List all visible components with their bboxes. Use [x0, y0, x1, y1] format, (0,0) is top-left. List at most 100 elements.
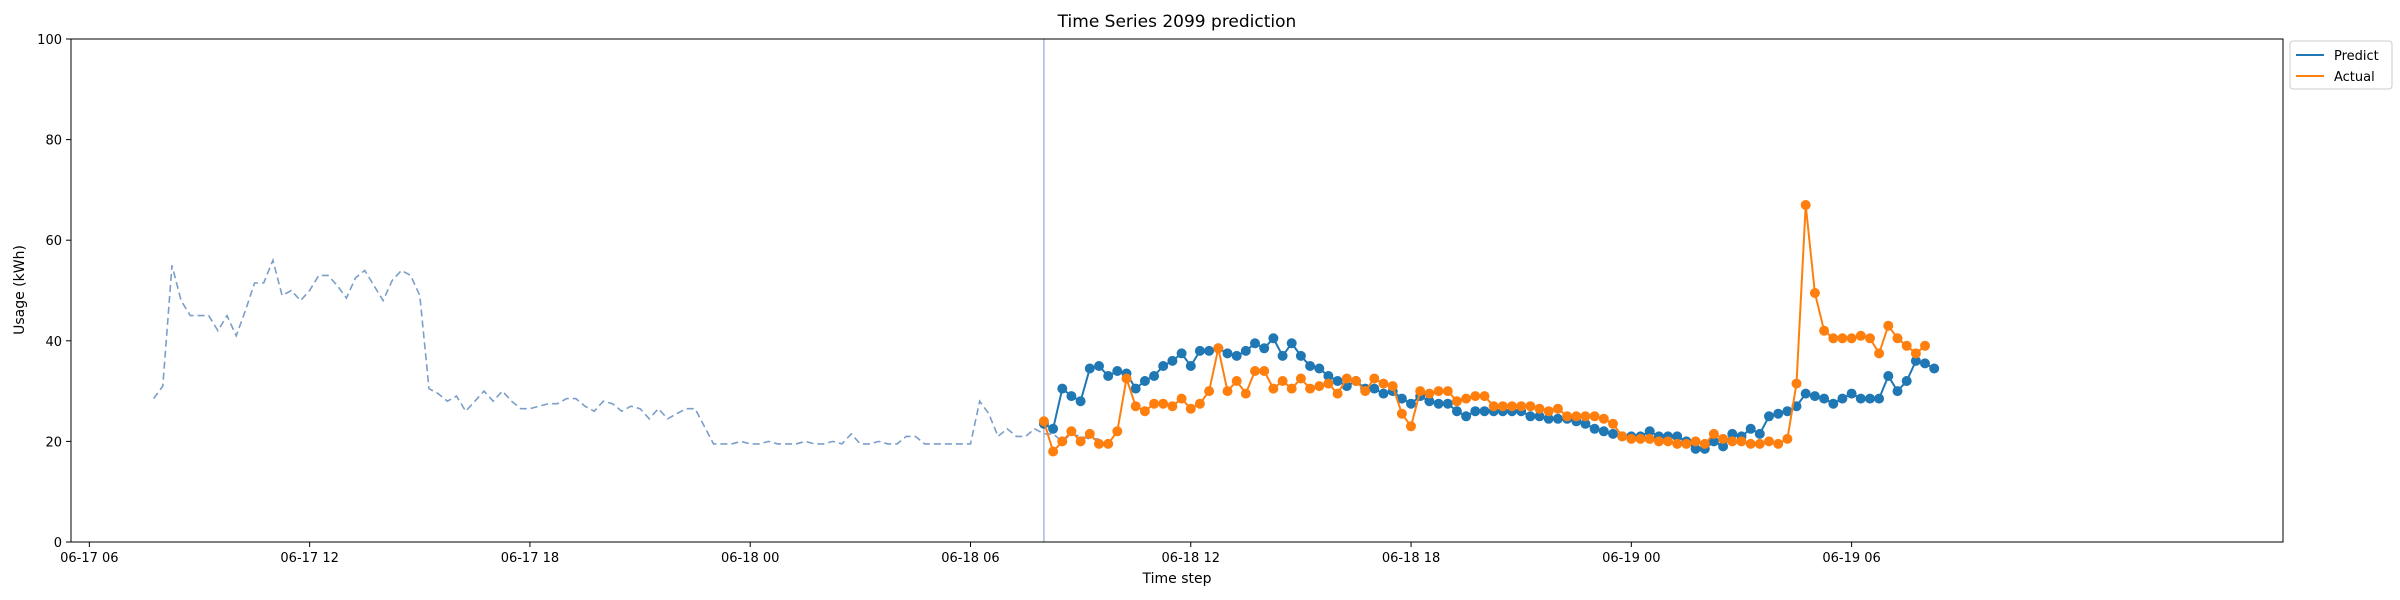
actual-point	[1103, 438, 1114, 449]
predict-point	[1194, 345, 1205, 356]
actual-point	[1415, 386, 1426, 397]
x-axis-label: Time step	[1142, 571, 1212, 587]
actual-point	[1800, 200, 1811, 210]
predict-point	[1323, 371, 1334, 381]
history-series	[152, 257, 1099, 445]
actual-point	[1139, 406, 1150, 417]
predict-point	[1543, 413, 1554, 424]
actual-point	[1764, 436, 1774, 447]
predict-point	[1185, 361, 1196, 371]
predict-point	[1286, 338, 1297, 349]
actual-point	[1727, 436, 1738, 447]
actual-point	[1396, 408, 1407, 419]
actual-point	[1277, 376, 1288, 386]
actual-point	[1791, 378, 1802, 389]
predict-point	[1075, 396, 1086, 407]
predict-point	[1910, 355, 1921, 366]
actual-point	[1305, 383, 1316, 394]
x-tick-label: 06-17 12	[280, 551, 338, 566]
chart-title: Time Series 2099 prediction	[1057, 12, 1297, 32]
predict-point	[1479, 406, 1490, 417]
actual-point	[1883, 320, 1894, 331]
actual-point	[1066, 426, 1077, 437]
actual-point	[1819, 325, 1830, 336]
actual-point	[1773, 438, 1784, 449]
actual-point	[1112, 426, 1123, 437]
actual-point	[1204, 386, 1215, 397]
actual-point	[1351, 376, 1361, 386]
actual-point	[1268, 383, 1279, 394]
actual-point	[1736, 436, 1747, 447]
actual-point	[1699, 438, 1710, 449]
y-axis-label: Usage (kWh)	[12, 245, 28, 335]
actual-point	[1644, 433, 1655, 444]
actual-point	[1479, 391, 1490, 402]
predict-point	[1222, 348, 1233, 359]
actual-point	[1497, 401, 1508, 412]
x-tick-label: 06-17 18	[501, 551, 559, 566]
predict-point	[1901, 376, 1912, 386]
predict-point	[1929, 363, 1940, 374]
predict-point	[1084, 363, 1095, 374]
actual-point	[1075, 436, 1086, 447]
x-tick-label: 06-19 06	[1822, 551, 1880, 566]
actual-point	[1406, 421, 1416, 432]
actual-point	[1240, 388, 1251, 399]
actual-point	[1250, 366, 1260, 376]
predict-point	[1176, 348, 1187, 359]
predict-point	[1837, 393, 1848, 404]
plot-area	[71, 39, 2283, 542]
actual-point	[1048, 446, 1059, 457]
actual-point	[1598, 413, 1609, 424]
actual-point	[1708, 428, 1719, 439]
actual-point	[1543, 406, 1554, 417]
x-tick-label: 06-18 18	[1382, 551, 1440, 566]
predict-point	[1406, 398, 1416, 409]
predict-point	[1690, 443, 1701, 454]
actual-point	[1617, 431, 1628, 442]
actual-point	[1369, 373, 1380, 384]
actual-point	[1507, 401, 1517, 412]
actual-point	[1901, 340, 1912, 351]
predict-point	[1139, 376, 1150, 386]
predict-point	[1167, 355, 1178, 366]
predict-point	[1103, 371, 1114, 381]
actual-point	[1672, 438, 1683, 449]
predict-point	[1305, 361, 1316, 371]
actual-point	[1552, 403, 1563, 414]
y-tick-label: 40	[45, 335, 62, 350]
predict-point	[1534, 411, 1545, 422]
predict-point	[1277, 350, 1288, 361]
x-axis: 06-17 06 06-17 12 06-17 18 06-18 00 06-18 06…	[60, 542, 1881, 566]
actual-point	[1626, 433, 1637, 444]
actual-point	[1057, 436, 1068, 447]
actual-point	[1920, 340, 1930, 351]
actual-point	[1571, 411, 1582, 422]
predict-point	[1552, 413, 1563, 424]
predict-point	[1461, 411, 1472, 422]
predict-point	[1855, 393, 1866, 404]
predict-point	[1764, 411, 1774, 422]
predict-point	[1892, 386, 1903, 397]
actual-point	[1084, 428, 1095, 439]
actual-point	[1516, 401, 1527, 412]
actual-point	[1213, 343, 1224, 354]
predict-point	[1828, 398, 1839, 409]
predict-point	[1240, 345, 1251, 356]
actual-point	[1681, 438, 1692, 449]
x-tick-label: 06-19 00	[1602, 551, 1660, 566]
predict-point	[1865, 393, 1875, 404]
actual-point	[1323, 378, 1334, 389]
actual-point	[1562, 411, 1573, 422]
predict-point	[1396, 393, 1407, 404]
plot-frame	[70, 38, 2284, 543]
actual-point	[1653, 436, 1664, 447]
predict-point	[1608, 428, 1618, 439]
actual-point	[1259, 366, 1270, 376]
actual-point	[1130, 401, 1141, 412]
legend-predict-label: Predict	[2334, 49, 2379, 64]
actual-point	[1782, 433, 1793, 444]
predict-point	[1644, 426, 1655, 437]
actual-point	[1525, 401, 1536, 412]
actual-point	[1534, 403, 1545, 414]
